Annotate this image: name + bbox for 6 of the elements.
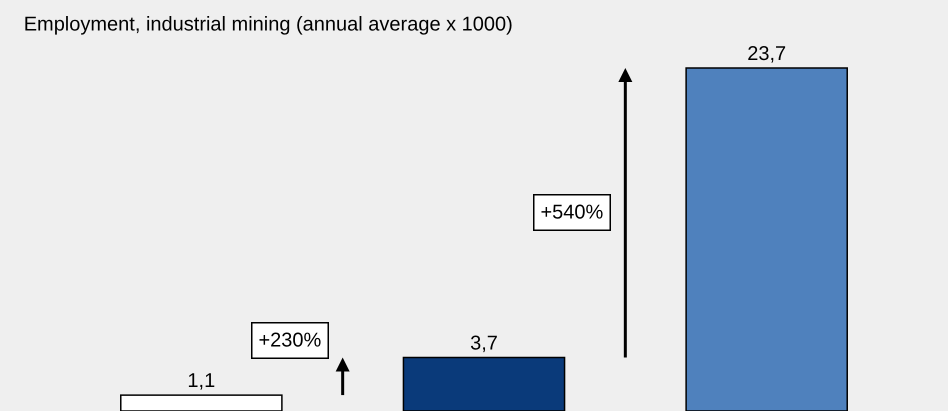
data-label: 3,7 xyxy=(470,332,498,354)
annotation: +230% xyxy=(258,330,322,352)
data-label: 23,7 xyxy=(747,43,786,66)
data-label: 1,1 xyxy=(187,370,216,392)
chart-title: Employment, industrial mining (annual average x 1000) xyxy=(24,13,513,36)
annotation: +540% xyxy=(540,202,604,224)
